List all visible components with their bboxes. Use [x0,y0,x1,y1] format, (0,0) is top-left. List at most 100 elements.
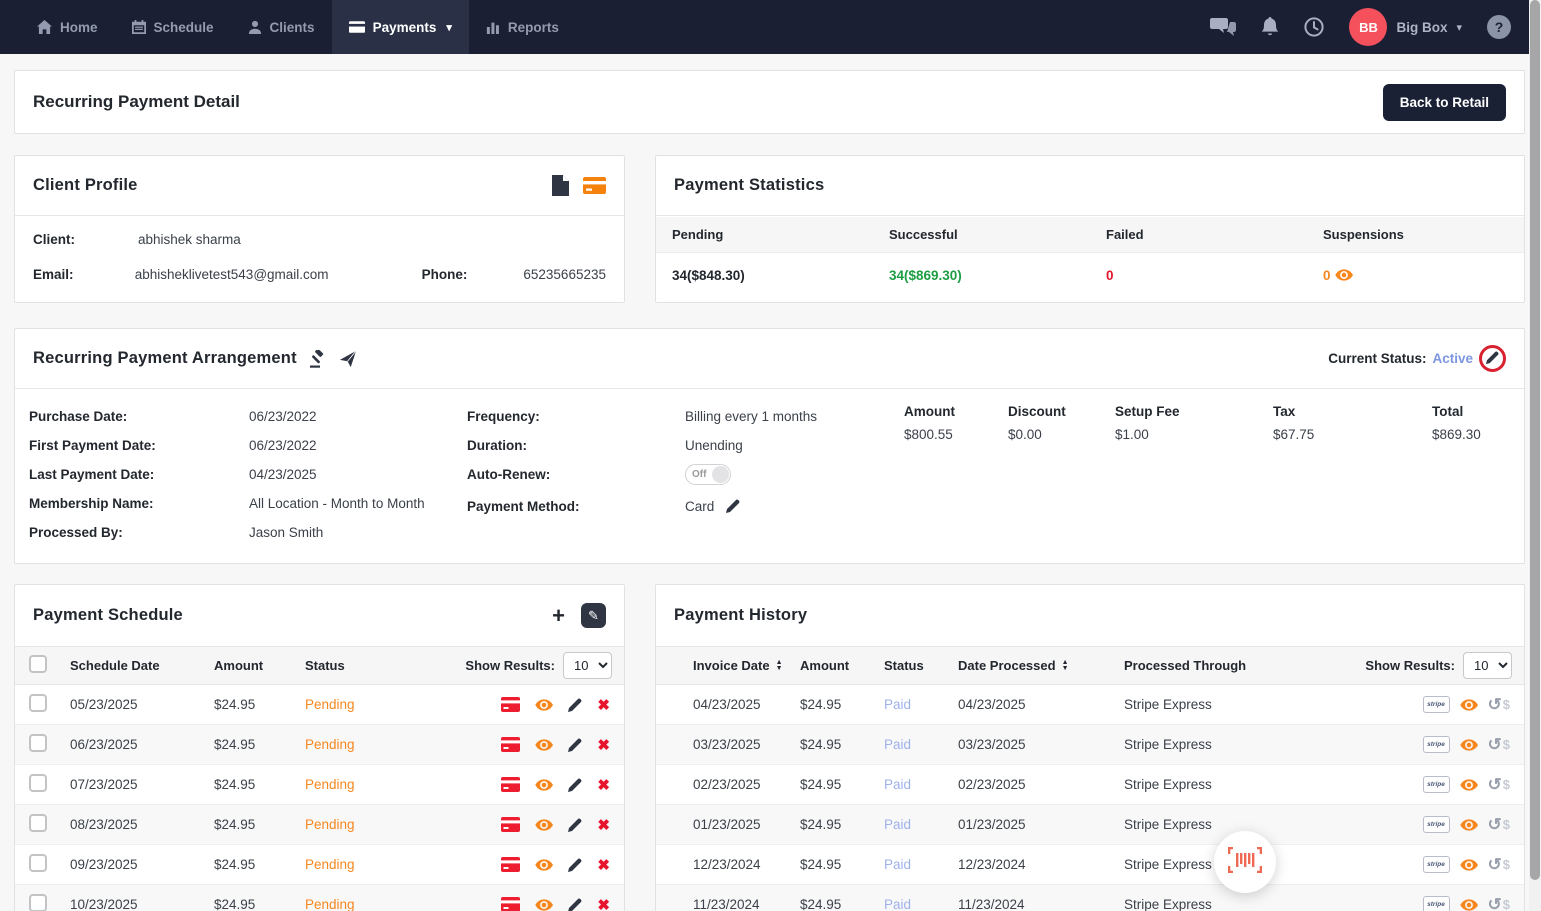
refund-icon[interactable]: ↺ $ [1488,857,1510,873]
refund-icon[interactable]: ↺ $ [1488,737,1510,753]
stripe-receipt-icon[interactable]: stripe [1423,896,1450,911]
row-checkbox[interactable] [29,894,47,911]
edit-payment-method-pencil-icon[interactable] [726,499,740,513]
eye-icon[interactable] [1335,269,1353,281]
row-checkbox[interactable] [29,774,47,792]
view-eye-icon[interactable] [1460,779,1478,791]
amount-cell: $24.95 [800,817,884,832]
stripe-receipt-icon[interactable]: stripe [1423,736,1450,753]
tax-header: Tax [1273,404,1432,419]
avatar: BB [1349,8,1387,46]
nav-item-schedule[interactable]: Schedule [115,0,231,54]
edit-status-button[interactable] [1479,345,1506,372]
client-label: Client: [33,232,138,247]
sort-invoice-date-icon[interactable]: ▲▼ [776,660,783,672]
refund-icon[interactable]: ↺ $ [1488,897,1510,911]
stripe-receipt-icon[interactable]: stripe [1423,816,1450,833]
sort-date-processed-icon[interactable]: ▲▼ [1062,660,1069,672]
edit-pencil-icon[interactable] [568,778,582,792]
row-checkbox[interactable] [29,694,47,712]
history-rows: 04/23/2025 $24.95 Paid 04/23/2025 Stripe… [656,685,1524,911]
nav-item-home[interactable]: Home [20,0,115,54]
processed-through-cell: Stripe Express [1124,897,1423,911]
help-icon[interactable]: ? [1487,15,1511,39]
view-eye-icon[interactable] [1460,819,1478,831]
view-eye-icon[interactable] [1460,699,1478,711]
stripe-receipt-icon[interactable]: stripe [1423,776,1450,793]
cancel-x-icon[interactable]: ✖ [597,696,610,714]
payment-card-icon[interactable] [583,177,606,194]
view-eye-icon[interactable] [535,739,553,751]
cancel-x-icon[interactable]: ✖ [597,736,610,754]
schedule-date-cell: 10/23/2025 [70,897,214,911]
charge-card-icon[interactable] [501,817,520,832]
nav-item-clients[interactable]: Clients [231,0,332,54]
charge-card-icon[interactable] [501,737,520,752]
schedule-table-row: 10/23/2025 $24.95 Pending ✖ [15,885,624,911]
amount-cell: $24.95 [214,857,305,872]
notes-file-icon[interactable] [552,175,569,196]
cancel-x-icon[interactable]: ✖ [597,776,610,794]
charge-card-icon[interactable] [501,697,520,712]
account-menu[interactable]: BB Big Box ▾ [1349,8,1462,46]
view-eye-icon[interactable] [535,859,553,871]
view-eye-icon[interactable] [535,779,553,791]
show-results-select[interactable]: 10 [563,652,612,679]
status-cell: Pending [305,857,501,872]
gavel-icon[interactable] [309,350,327,368]
messages-icon[interactable] [1210,17,1236,37]
view-eye-icon[interactable] [1460,739,1478,751]
cancel-x-icon[interactable]: ✖ [597,856,610,874]
schedule-date-cell: 05/23/2025 [70,697,214,712]
stripe-receipt-icon[interactable]: stripe [1423,856,1450,873]
edit-schedule-button[interactable]: ✎ [581,603,606,628]
total-value: $869.30 [1432,427,1506,442]
view-eye-icon[interactable] [535,899,553,911]
charge-card-icon[interactable] [501,897,520,911]
clock-icon[interactable] [1304,17,1324,37]
cancel-x-icon[interactable]: ✖ [597,896,610,911]
pending-value: 34($848.30) [656,268,873,283]
date-processed-header: Date Processed [958,658,1056,673]
send-plane-icon[interactable] [339,350,357,368]
stats-header-row: Pending Successful Failed Suspensions [656,217,1524,253]
nav-item-payments[interactable]: Payments ▾ [332,0,469,54]
amount-cell: $24.95 [800,857,884,872]
vertical-scrollbar[interactable] [1529,0,1541,911]
refund-icon[interactable]: ↺ $ [1488,777,1510,793]
notifications-bell-icon[interactable] [1261,17,1279,37]
processed-through-header: Processed Through [1124,658,1365,673]
view-eye-icon[interactable] [1460,899,1478,911]
show-results-select[interactable]: 10 [1463,652,1512,679]
select-all-checkbox[interactable] [29,655,47,673]
barcode-scan-fab-button[interactable] [1214,831,1276,893]
back-to-retail-button[interactable]: Back to Retail [1383,84,1506,121]
edit-pencil-icon[interactable] [568,898,582,911]
edit-pencil-icon[interactable] [568,698,582,712]
row-checkbox[interactable] [29,734,47,752]
duration-value: Unending [685,438,743,453]
view-eye-icon[interactable] [535,699,553,711]
charge-card-icon[interactable] [501,777,520,792]
nav-item-reports[interactable]: Reports [469,0,576,54]
suspensions-value-wrap: 0 [1307,268,1524,283]
auto-renew-label: Auto-Renew: [467,467,685,482]
stripe-receipt-icon[interactable]: stripe [1423,696,1450,713]
cancel-x-icon[interactable]: ✖ [597,816,610,834]
row-checkbox[interactable] [29,854,47,872]
row-checkbox[interactable] [29,814,47,832]
view-eye-icon[interactable] [1460,859,1478,871]
add-schedule-button[interactable]: + [552,606,565,626]
scrollbar-thumb[interactable] [1530,0,1540,880]
view-eye-icon[interactable] [535,819,553,831]
charge-card-icon[interactable] [501,857,520,872]
edit-pencil-icon[interactable] [568,818,582,832]
schedule-date-cell: 06/23/2025 [70,737,214,752]
pencil-icon [1486,351,1499,367]
refund-icon[interactable]: ↺ $ [1488,697,1510,713]
edit-pencil-icon[interactable] [568,738,582,752]
refund-icon[interactable]: ↺ $ [1488,817,1510,833]
edit-pencil-icon[interactable] [568,858,582,872]
arrangement-title: Recurring Payment Arrangement [33,349,297,368]
auto-renew-toggle[interactable]: Off [685,464,731,485]
